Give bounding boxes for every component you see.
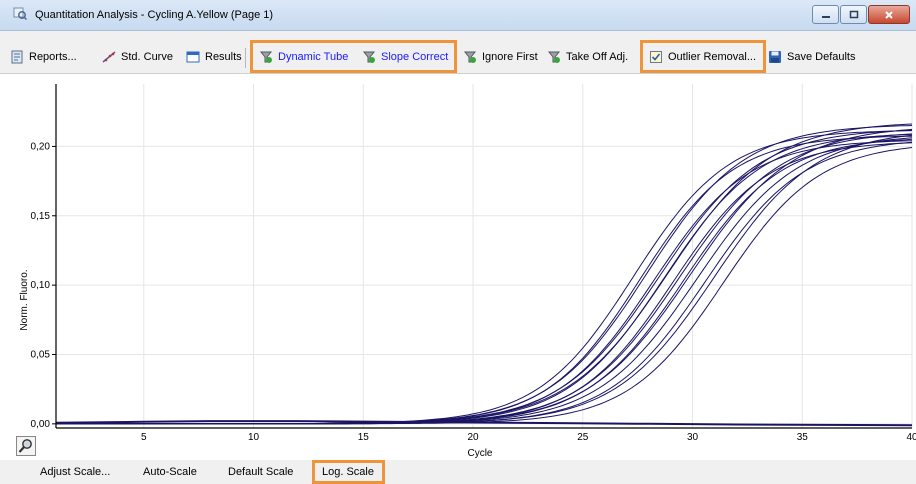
slope-correct-button[interactable]: Slope Correct: [362, 46, 448, 68]
checklist-icon: [650, 51, 662, 63]
highlight-outlier-removal: [640, 40, 766, 73]
std-curve-button[interactable]: Std. Curve: [102, 46, 173, 68]
minimize-button[interactable]: [812, 5, 839, 24]
scale-footer: Adjust Scale... Auto-Scale Default Scale…: [0, 460, 916, 484]
y-tick-label: 0,15: [31, 211, 51, 222]
toolbar: Reports... Std. Curve Results Dynamic Tu…: [0, 31, 916, 74]
filter-ignore-icon: [463, 51, 477, 63]
filter-slope-icon: [362, 51, 376, 63]
maximize-button[interactable]: [840, 5, 867, 24]
reports-button[interactable]: Reports...: [10, 46, 77, 68]
y-tick-label: 0,00: [31, 419, 51, 430]
default-scale-button[interactable]: Default Scale: [228, 466, 294, 478]
amplification-curve: [56, 129, 913, 425]
dynamic-tube-button[interactable]: Dynamic Tube: [259, 46, 348, 68]
y-axis-label: Norm. Fluoro.: [19, 269, 30, 330]
window-title: Quantitation Analysis - Cycling A.Yellow…: [35, 9, 274, 21]
report-icon: [11, 50, 23, 64]
magnifier-icon: [18, 439, 32, 453]
auto-scale-button[interactable]: Auto-Scale: [143, 466, 197, 478]
outlier-removal-button[interactable]: Outlier Removal...: [649, 46, 756, 68]
x-tick-label: 40: [906, 432, 916, 443]
log-scale-button[interactable]: Log. Scale: [322, 466, 374, 478]
amplification-curve: [56, 141, 913, 425]
results-button[interactable]: Results: [186, 46, 242, 68]
y-tick-label: 0,20: [31, 141, 51, 152]
amplification-curve: [56, 137, 913, 425]
amplification-curve: [56, 128, 913, 425]
save-defaults-button[interactable]: Save Defaults: [768, 46, 855, 68]
y-tick-label: 0,10: [31, 280, 51, 291]
y-tick-label: 0,05: [31, 349, 51, 360]
adjust-scale-button[interactable]: Adjust Scale...: [40, 466, 111, 478]
close-icon: [885, 10, 893, 19]
amplification-curve: [56, 135, 913, 425]
amplification-curve: [56, 142, 913, 425]
filter-tube-icon: [259, 51, 273, 63]
highlight-dynamic-slope: [250, 40, 457, 73]
close-button[interactable]: [868, 5, 910, 24]
minimize-icon: [821, 15, 830, 18]
x-tick-label: 10: [248, 432, 260, 443]
chart-svg: 5 10 15 20 25 30 35 40 0,00 0,05 0,10 0,15 0,20 Norm…: [19, 84, 916, 459]
take-off-adj-button[interactable]: Take Off Adj.: [547, 46, 628, 68]
baseline-curve: [55, 420, 913, 427]
x-tick-label: 35: [797, 432, 809, 443]
amplification-curve: [56, 125, 913, 425]
title-bar: Quantitation Analysis - Cycling A.Yellow…: [0, 0, 916, 31]
results-window-icon: [186, 51, 200, 63]
x-tick-label: 5: [141, 432, 147, 443]
filter-takeoff-icon: [547, 51, 561, 63]
x-tick-label: 20: [467, 432, 479, 443]
amplification-curve: [56, 138, 913, 425]
zoom-tool-button[interactable]: [16, 436, 36, 456]
amplification-chart: 5 10 15 20 25 30 35 40 0,00 0,05 0,10 0,15 0,20 Norm…: [0, 74, 916, 460]
amplification-curve: [56, 130, 913, 425]
x-tick-label: 30: [687, 432, 699, 443]
x-tick-label: 15: [358, 432, 370, 443]
ignore-first-button[interactable]: Ignore First: [463, 46, 538, 68]
x-axis-label: Cycle: [467, 448, 492, 459]
quantitation-app-icon: [13, 7, 27, 20]
save-icon: [769, 51, 781, 63]
std-curve-icon: [102, 51, 116, 63]
maximize-icon: [849, 10, 858, 19]
amplification-curve: [56, 134, 913, 425]
x-tick-label: 25: [577, 432, 589, 443]
amplification-curve: [56, 140, 913, 425]
highlight-log-scale: [312, 460, 385, 484]
